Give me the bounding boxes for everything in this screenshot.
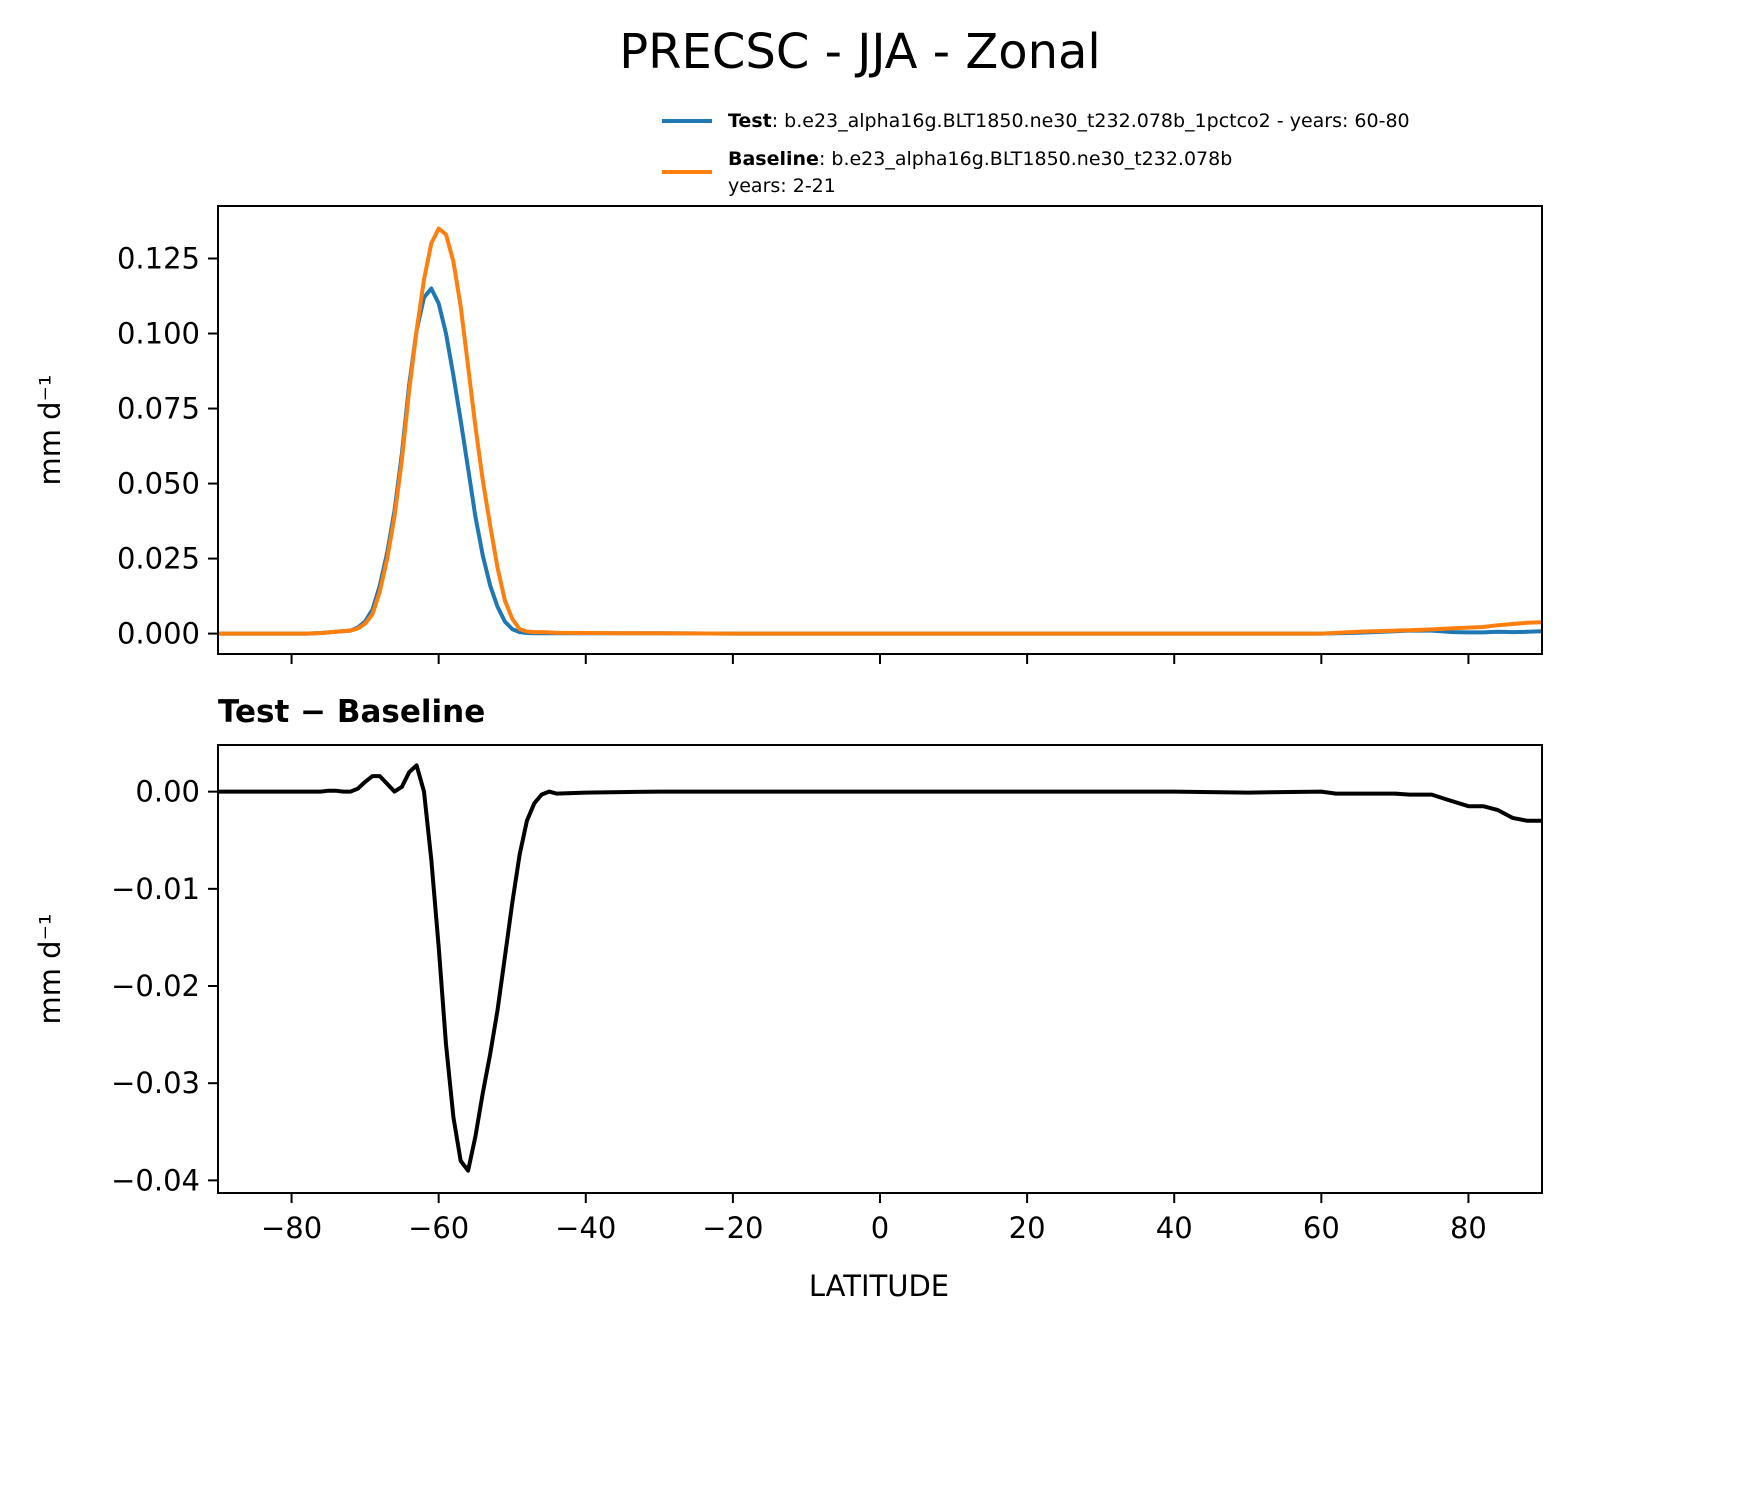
y-tick-label: 0.075 — [117, 392, 200, 426]
series-line-baseline — [218, 226, 1542, 636]
x-tick-label: 40 — [1156, 1211, 1193, 1245]
x-tick-label: 60 — [1303, 1211, 1340, 1245]
legend-test-name: Test — [728, 110, 772, 132]
x-tick-label: 80 — [1450, 1211, 1487, 1245]
difference-panel-title: Test − Baseline — [218, 694, 485, 730]
y-tick-label: −0.01 — [111, 872, 200, 906]
top-panel: 0.000 0.025 0.050 0.075 0.100 0.125 mm d⁻¹ — [33, 205, 1543, 664]
x-tick-label: −20 — [702, 1211, 763, 1245]
legend-baseline-text: : b.e23_alpha16g.BLT1850.ne30_t232.078b — [819, 148, 1232, 170]
legend-test-text: : b.e23_alpha16g.BLT1850.ne30_t232.078b_… — [772, 110, 1410, 132]
y-tick-label: 0.125 — [117, 242, 200, 276]
x-tick-label: −40 — [555, 1211, 616, 1245]
y-tick-label: 0.000 — [117, 617, 200, 651]
legend: Test: b.e23_alpha16g.BLT1850.ne30_t232.0… — [662, 110, 1410, 197]
x-tick-label: −80 — [261, 1211, 322, 1245]
y-axis-label: mm d⁻¹ — [33, 374, 67, 485]
figure-title: PRECSC - JJA - Zonal — [619, 24, 1101, 80]
x-axis-label: LATITUDE — [809, 1269, 949, 1303]
figure: PRECSC - JJA - Zonal Test: b.e23_alpha16… — [33, 24, 1543, 1303]
y-tick-label: −0.02 — [111, 969, 200, 1003]
y-tick-label: 0.100 — [117, 317, 200, 351]
legend-baseline-text2: years: 2-21 — [728, 175, 836, 197]
y-axis-label: mm d⁻¹ — [33, 913, 67, 1024]
x-tick-label: 20 — [1009, 1211, 1046, 1245]
axes-frame — [217, 205, 1543, 655]
series-line-difference — [218, 763, 1542, 1173]
y-tick-label: 0.025 — [117, 542, 200, 576]
y-tick-label: 0.00 — [135, 775, 200, 809]
y-tick-label: 0.050 — [117, 467, 200, 501]
legend-baseline-name: Baseline — [728, 148, 819, 170]
x-tick-label: −60 — [408, 1211, 469, 1245]
axes-frame — [217, 744, 1543, 1194]
legend-label-baseline: Baseline: b.e23_alpha16g.BLT1850.ne30_t2… — [728, 148, 1232, 170]
y-tick-label: −0.04 — [111, 1163, 200, 1197]
x-tick-label: 0 — [871, 1211, 889, 1245]
bottom-panel: −80 −60 −40 −20 0 20 40 60 80 0.00 −0.01 −0.02 −0.03… — [33, 744, 1543, 1245]
legend-label-test: Test: b.e23_alpha16g.BLT1850.ne30_t232.0… — [728, 110, 1410, 132]
y-tick-label: −0.03 — [111, 1066, 200, 1100]
